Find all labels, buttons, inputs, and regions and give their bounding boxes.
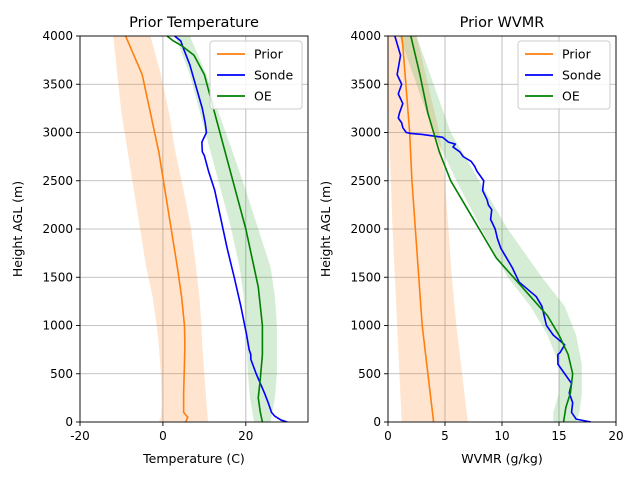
y-tick-label: 4000	[350, 29, 381, 43]
x-tick-label: 20	[608, 429, 623, 443]
legend-entry: OE	[562, 89, 580, 104]
y-tick-label: 0	[65, 415, 73, 429]
y-tick-label: 4000	[42, 29, 73, 43]
y-tick-label: 2500	[350, 174, 381, 188]
y-tick-label: 3000	[42, 126, 73, 140]
chart-title: Prior WVMR	[460, 15, 545, 31]
series-line-prior	[124, 36, 189, 422]
y-tick-label: 2000	[42, 222, 73, 236]
plot-area	[113, 36, 288, 422]
x-tick-label: -20	[70, 429, 90, 443]
x-tick-label: 20	[238, 429, 253, 443]
x-tick-label: 0	[384, 429, 392, 443]
chart-panel-1: -20 0 2005001000150020002500300035004000Pr…	[10, 15, 309, 466]
band-oe	[175, 36, 277, 422]
chart-title: Prior Temperature	[129, 15, 259, 31]
legend-entry: Sonde	[562, 68, 601, 83]
x-axis-label: Temperature (C)	[142, 451, 245, 466]
y-tick-label: 2000	[350, 222, 381, 236]
series-line-sonde	[394, 36, 592, 422]
y-axis-label: Height AGL (m)	[10, 181, 25, 277]
legend-entry: OE	[254, 89, 272, 104]
y-tick-label: 500	[50, 367, 73, 381]
y-tick-label: 1000	[350, 319, 381, 333]
series-line-oe	[410, 36, 574, 422]
series-line-prior	[400, 36, 435, 422]
y-tick-label: 1000	[42, 319, 73, 333]
x-axis-label: WVMR (g/kg)	[461, 451, 542, 466]
legend: Prior Sonde OE	[517, 40, 611, 110]
series-line-oe	[166, 36, 264, 422]
y-tick-label: 3000	[350, 126, 381, 140]
series-line-sonde	[174, 36, 288, 422]
y-axis-label: Height AGL (m)	[318, 181, 333, 277]
y-tick-label: 2500	[42, 174, 73, 188]
legend-entry: Prior	[254, 47, 284, 62]
legend-entry: Prior	[562, 47, 592, 62]
chart-panel-2: 0 5 10 15 20 0 500 1000 1500 2000 2500 3000 3500 4000…	[318, 15, 624, 466]
legend-box	[209, 40, 303, 110]
legend-entry: Sonde	[254, 68, 293, 83]
x-tick-label: 0	[159, 429, 167, 443]
y-tick-label: 500	[358, 367, 381, 381]
y-tick-label: 3500	[350, 77, 381, 91]
x-tick-label: 5	[441, 429, 449, 443]
y-tick-label: 1500	[350, 270, 381, 284]
plot-area	[388, 36, 592, 422]
y-tick-label: 0	[373, 415, 381, 429]
x-tick-label: 10	[494, 429, 509, 443]
y-tick-label: 1500	[42, 270, 73, 284]
legend-box	[517, 40, 611, 110]
x-tick-label: 15	[551, 429, 566, 443]
legend: Prior Sonde OE	[209, 40, 303, 110]
y-tick-label: 3500	[42, 77, 73, 91]
band-oe	[399, 36, 582, 422]
